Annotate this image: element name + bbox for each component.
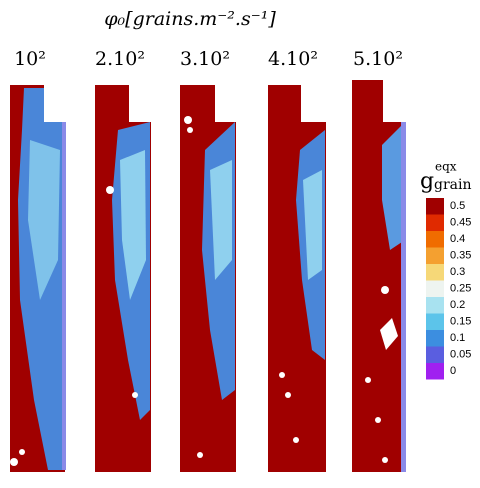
- panel-image: [352, 80, 406, 472]
- panel-image: [10, 85, 66, 472]
- colorbar-tick-label: 0.35: [450, 250, 471, 262]
- colorbar-tick-label: 0.25: [450, 283, 471, 295]
- colorbar-tick-label: 0: [450, 365, 456, 377]
- colorbar-label-sub: grain: [434, 177, 472, 193]
- colorbar-swatch: [426, 264, 444, 281]
- colorbar-tick-label: 0.2: [450, 299, 465, 311]
- panel-label: 5.10²: [353, 48, 403, 70]
- panel-label: 3.10²: [180, 48, 230, 70]
- colorbar: g eqx grain 0.5 0.45 0.4 0.35 0.3 0.25 0.2 0.15…: [420, 160, 472, 380]
- colorbar-swatch: [426, 247, 444, 264]
- colorbar-swatch: [426, 214, 444, 231]
- panel-label: 10²: [14, 48, 46, 70]
- colorbar-swatch: [426, 346, 444, 363]
- colorbar-swatch: [426, 231, 444, 248]
- panel-image: [268, 85, 326, 472]
- colorbar-swatch: [426, 297, 444, 314]
- colorbar-label: g: [420, 169, 434, 194]
- panel-label: 4.10²: [268, 48, 318, 70]
- colorbar-tick-label: 0.45: [450, 217, 471, 229]
- colorbar-tick-label: 0.05: [450, 349, 471, 361]
- colorbar-swatch: [426, 330, 444, 347]
- colorbar-tick-label: 0.15: [450, 316, 471, 328]
- colorbar-tick-label: 0.5: [450, 200, 465, 212]
- colorbar-tick-label: 0.4: [450, 233, 465, 245]
- colorbar-swatch: [426, 363, 444, 380]
- colorbar-tick-label: 0.1: [450, 332, 465, 344]
- colorbar-swatch: [426, 313, 444, 330]
- colorbar-swatch: [426, 198, 444, 215]
- panel-label: 2.10²: [95, 48, 145, 70]
- figure-title: φ₀[grains.m⁻².s⁻¹]: [104, 8, 276, 30]
- colorbar-tick-label: 0.3: [450, 266, 465, 278]
- panel-image: [180, 85, 236, 472]
- colorbar-label-sup: eqx: [435, 160, 457, 174]
- panel-image: [95, 85, 151, 472]
- panel-labels: 10² 2.10² 3.10² 4.10² 5.10²: [14, 48, 403, 70]
- colorbar-swatch: [426, 280, 444, 297]
